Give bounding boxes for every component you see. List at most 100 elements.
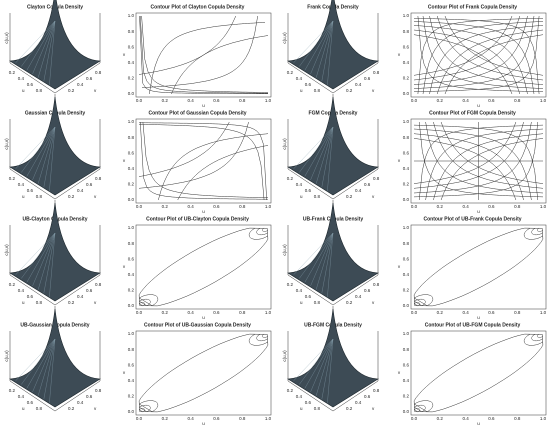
panel: UB-Gaussian Copula Density0.20.20.40.40.… <box>4 306 102 412</box>
x-tick-label: 0.2 <box>162 416 169 421</box>
y-tick-label: 0.6 <box>128 256 135 261</box>
u-tick-label: 0.6 <box>27 82 34 87</box>
surface-mesh <box>15 20 56 63</box>
v-tick-label: 0.6 <box>86 394 93 399</box>
v-axis-label: v <box>372 406 375 411</box>
x-tick-label: 0.0 <box>136 416 143 421</box>
x-tick-label: 1.0 <box>540 416 547 421</box>
x-tick-label: 0.6 <box>213 204 220 209</box>
v-axis-label: v <box>372 88 375 93</box>
contour-line <box>413 25 528 95</box>
box-edge <box>9 168 101 200</box>
x-tick-label: 0.2 <box>437 204 444 209</box>
y-tick-label: 0.2 <box>128 182 135 187</box>
surface <box>287 0 379 90</box>
v-tick-label: 0.8 <box>373 388 380 393</box>
contour-line <box>171 35 269 95</box>
y-tick-label: 0.2 <box>128 394 135 399</box>
z-axis-label: c(u,v) <box>4 138 9 150</box>
surface-mesh <box>310 232 334 287</box>
v-tick-label: 0.6 <box>86 76 93 81</box>
surface-mesh <box>49 232 56 298</box>
u-tick-label: 0.4 <box>18 182 25 187</box>
surface-mesh <box>315 338 334 396</box>
x-tick-label: 0.8 <box>239 98 246 103</box>
v-tick-label: 0.6 <box>364 394 371 399</box>
contour-line <box>413 15 528 85</box>
y-tick-label: 0.0 <box>128 303 135 308</box>
y-tick-label: 0.4 <box>128 166 135 171</box>
y-tick-label: 1.0 <box>128 13 135 18</box>
panel: Contour Plot of UB-Clayton Copula Densit… <box>123 216 272 320</box>
x-tick-label: 0.8 <box>239 204 246 209</box>
v-tick-label: 0.4 <box>355 82 362 87</box>
u-tick-label: 0.2 <box>287 282 294 287</box>
u-tick-label: 0.8 <box>314 406 321 411</box>
v-tick-label: 0.2 <box>68 406 75 411</box>
panel: UB-Frank Copula Density0.20.20.40.40.60.… <box>282 200 380 306</box>
y-axis-label: v <box>398 52 401 57</box>
x-tick-label: 0.2 <box>162 204 169 209</box>
x-tick-label: 0.6 <box>488 98 495 103</box>
contour-line <box>413 128 532 201</box>
surface-mesh <box>327 126 334 192</box>
contour-line <box>433 121 544 189</box>
y-axis-label: v <box>398 158 401 163</box>
panel: Gaussian Copula Density0.20.20.40.40.60.… <box>4 94 102 200</box>
u-tick-label: 0.4 <box>18 394 25 399</box>
panel: Contour Plot of Gaussian Copula Density 0… <box>123 110 272 214</box>
surface-mesh <box>32 338 56 393</box>
u-tick-label: 0.8 <box>36 406 43 411</box>
v-axis-label: v <box>372 194 375 199</box>
u-tick-label: 0.8 <box>36 88 43 93</box>
u-tick-label: 0.2 <box>9 70 16 75</box>
contour-line <box>425 121 544 194</box>
surface-mesh <box>299 20 334 67</box>
y-axis-label: v <box>398 264 401 269</box>
x-tick-label: 1.0 <box>540 310 547 315</box>
surface-mesh <box>310 338 334 393</box>
y-tick-label: 0.2 <box>403 394 410 399</box>
v-axis-label: v <box>94 88 97 93</box>
y-tick-label: 0.0 <box>128 197 135 202</box>
surface-mesh <box>37 232 56 290</box>
contour-line <box>413 18 540 95</box>
contour-line <box>138 333 269 413</box>
x-tick-label: 0.6 <box>213 416 220 421</box>
y-tick-label: 0.2 <box>128 288 135 293</box>
z-axis-label: c(u,v) <box>4 32 9 44</box>
x-tick-label: 0.6 <box>213 310 220 315</box>
y-tick-label: 0.2 <box>128 76 135 81</box>
panel: Contour Plot of UB-FGM Copula Density 0.0… <box>398 322 547 426</box>
panel-title: Contour Plot of Gaussian Copula Density <box>148 110 246 116</box>
surface-mesh <box>304 232 334 283</box>
x-axis-label: u <box>477 315 480 320</box>
contour-line <box>417 15 544 92</box>
x-tick-label: 0.6 <box>488 204 495 209</box>
u-tick-label: 0.6 <box>27 188 34 193</box>
box-edge <box>287 380 379 412</box>
v-tick-label: 0.4 <box>355 188 362 193</box>
surface-mesh <box>315 232 334 290</box>
v-axis-label: v <box>94 406 97 411</box>
y-tick-label: 0.4 <box>128 378 135 383</box>
u-tick-label: 0.8 <box>314 88 321 93</box>
y-tick-label: 0.4 <box>403 272 410 277</box>
y-tick-label: 0.8 <box>128 241 135 246</box>
x-tick-label: 0.4 <box>462 98 469 103</box>
u-tick-label: 0.4 <box>296 182 303 187</box>
x-tick-label: 1.0 <box>540 204 547 209</box>
y-tick-label: 0.6 <box>403 256 410 261</box>
u-tick-label: 0.2 <box>287 388 294 393</box>
contour-line <box>413 15 513 76</box>
contour-line <box>413 404 426 413</box>
v-tick-label: 0.8 <box>373 70 380 75</box>
surface-mesh <box>327 338 334 404</box>
contour-line <box>138 121 249 189</box>
x-tick-label: 0.8 <box>514 416 521 421</box>
contour-line <box>138 298 151 307</box>
y-tick-label: 0.6 <box>128 362 135 367</box>
y-tick-label: 1.0 <box>128 225 135 230</box>
plot-frame <box>135 224 272 310</box>
